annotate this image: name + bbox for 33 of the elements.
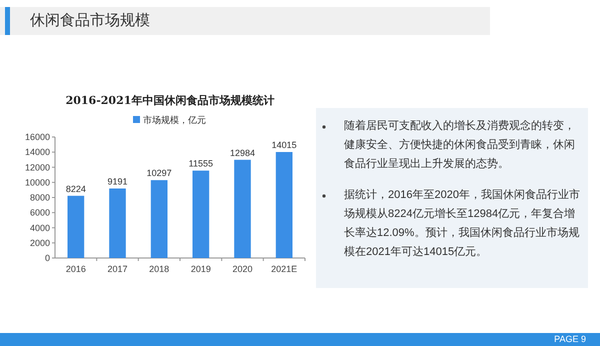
chart-title: 2016-2021年中国休闲食品市场规模统计 xyxy=(66,94,274,107)
x-tick-label: 2018 xyxy=(149,264,170,274)
x-tick-label: 2019 xyxy=(190,264,211,274)
x-tick-label: 2021E xyxy=(271,264,298,274)
y-tick-label: 4000 xyxy=(30,222,50,233)
data-label: 9191 xyxy=(107,176,128,186)
y-tick-label: 2000 xyxy=(30,238,50,248)
bar xyxy=(276,152,292,258)
y-tick-label: 14000 xyxy=(24,147,50,158)
y-tick-label: 16000 xyxy=(24,132,50,142)
y-tick-label: 8000 xyxy=(30,192,50,202)
legend-label: 市场规模，亿元 xyxy=(143,115,206,125)
y-tick-label: 10000 xyxy=(24,177,50,188)
text: 据统计，2016年至2020年，我国休闲食品行业市场规模从8224亿元增长至12984亿元，年复合增长率达12.09%。预计，我国休闲食品行业市场规模在2021年可达14015亿元。 xyxy=(343,188,580,260)
x-tick-label: 2016 xyxy=(66,264,86,274)
y-tick-label: 12000 xyxy=(24,162,50,172)
y-tick-label: 6000 xyxy=(30,208,50,218)
data-label: 12984 xyxy=(230,148,256,158)
bar xyxy=(192,170,210,258)
bar xyxy=(109,188,126,258)
x-tick-label: 2020 xyxy=(232,264,253,274)
data-label: 11555 xyxy=(188,158,214,169)
text: 随着居民可支配收入的增长及消费观念的转变，健康安全、方便快捷的休闲食品受到青睐，休闲食品行业呈现出上升发展的态势。 xyxy=(343,118,576,172)
bar xyxy=(234,160,251,258)
data-label: 8224 xyxy=(66,184,86,194)
bar xyxy=(68,196,84,258)
y-tick-label: 0 xyxy=(44,253,50,263)
data-label: 10297 xyxy=(146,168,172,178)
data-label: 14015 xyxy=(272,140,297,150)
text: 休闲食品市场规模 xyxy=(30,11,150,30)
text: PAGE 9 xyxy=(554,333,586,346)
bar xyxy=(150,180,168,258)
x-tick-label: 2017 xyxy=(107,264,128,274)
